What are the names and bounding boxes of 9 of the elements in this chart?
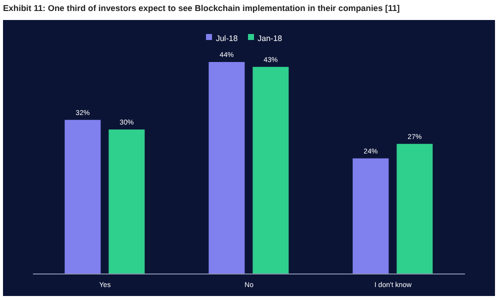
bar: [352, 158, 389, 274]
chart-title: Exhibit 11: One third of investors expect to see Blockchain implementation in their companies [11]: [3, 3, 400, 13]
bar: [396, 144, 433, 274]
legend-label: Jan-18: [258, 34, 282, 43]
bar: [64, 120, 101, 274]
bar: [108, 129, 145, 274]
legend-label: Jul-18: [216, 34, 238, 43]
bar: [252, 66, 289, 274]
bar: [208, 62, 245, 274]
